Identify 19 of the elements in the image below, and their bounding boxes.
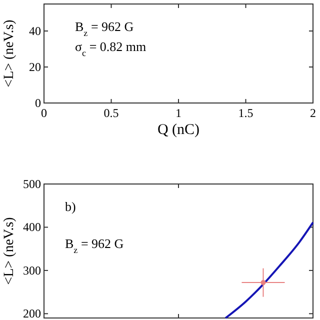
annotation: B$_{z}$ = 962 G — [65, 236, 124, 255]
x-tick-label: 0.5 — [104, 106, 119, 120]
y-tick-label: 40 — [29, 24, 41, 38]
y-tick-label: 400 — [23, 220, 41, 234]
annotation: b) — [65, 199, 76, 214]
x-tick-label: 1.5 — [238, 106, 254, 120]
line-series — [224, 221, 314, 319]
x-tick-label: 1 — [176, 106, 182, 120]
y-tick-label: 0 — [35, 96, 41, 110]
x-tick-label: 2 — [310, 106, 316, 120]
y-axis-title: <L> (neV.s) — [2, 19, 17, 88]
y-tick-label: 20 — [29, 60, 41, 74]
y-tick-label: 500 — [23, 177, 41, 191]
annotation: B$_{z}$ = 962 G — [75, 19, 134, 38]
x-axis-title: Q (nC) — [157, 122, 200, 138]
y-axis-title: <L> (neV.s) — [2, 216, 17, 285]
y-tick-label: 200 — [23, 306, 41, 320]
y-tick-label: 300 — [23, 263, 41, 278]
annotation: σ$_{c}$ = 0.82 mm — [75, 39, 146, 58]
